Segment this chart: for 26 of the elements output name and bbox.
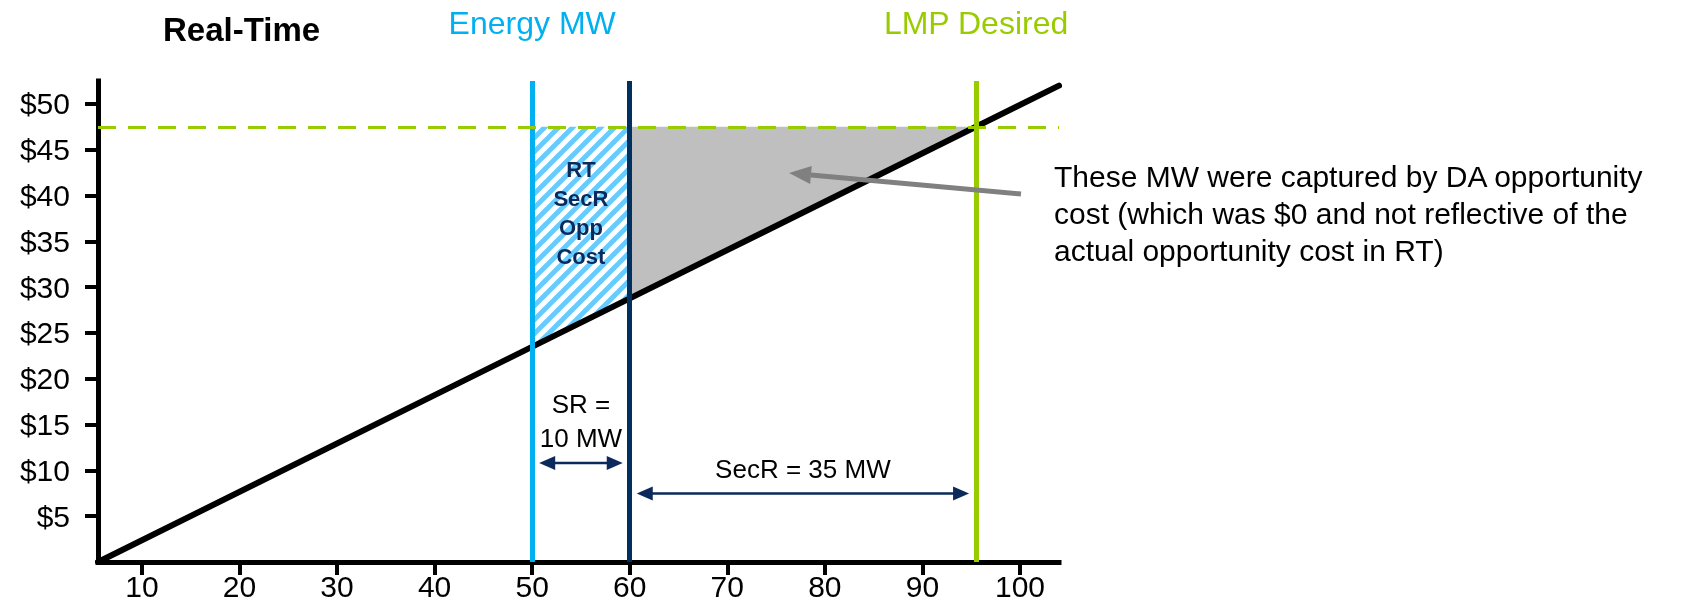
x-tick-label: 50 xyxy=(515,569,549,603)
x-tick-label: 20 xyxy=(222,569,257,603)
y-tick-label: $5 xyxy=(36,499,70,533)
x-tick-label: 60 xyxy=(613,569,647,603)
x-tick-label: 80 xyxy=(808,569,842,603)
annotation: SecR = 35 MW xyxy=(715,453,892,484)
y-tick-label: $35 xyxy=(19,224,70,258)
y-tick-label: $50 xyxy=(19,87,70,121)
x-tick-label: 70 xyxy=(710,569,744,603)
y-tick-label: $40 xyxy=(19,179,70,213)
y-tick-label: $30 xyxy=(19,270,70,304)
ref-line-label: Energy MW xyxy=(448,5,617,41)
y-tick-label: $10 xyxy=(19,453,70,487)
y-tick-label: $20 xyxy=(19,362,70,396)
x-tick-label: 40 xyxy=(417,569,452,603)
x-tick-label: 30 xyxy=(320,569,354,603)
x-tick-label: 10 xyxy=(125,569,159,603)
y-tick-label: $25 xyxy=(19,316,70,350)
annotation: These MW were captured by DA opportunity cost (which was $0 and not reflective of the actual opportunity cost in RT) xyxy=(1054,160,1643,267)
y-tick-label: $45 xyxy=(19,133,70,167)
annotation: SR = 10 MW xyxy=(539,389,623,453)
ref-line-label: LMP Desired xyxy=(883,5,1069,41)
y-tick-label: $15 xyxy=(19,408,70,442)
chart-title: Real-Time xyxy=(163,11,321,48)
x-tick-label: 100 xyxy=(994,569,1046,603)
x-tick-label: 90 xyxy=(905,569,940,603)
